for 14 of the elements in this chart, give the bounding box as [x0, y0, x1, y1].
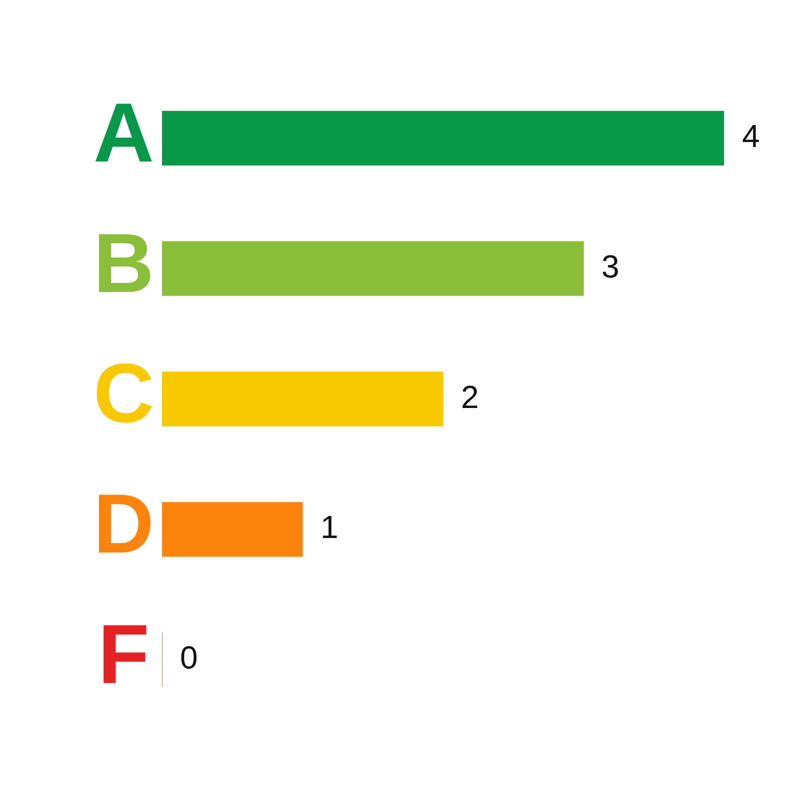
data-label: 3 — [602, 248, 620, 284]
y-tick-label: B — [93, 216, 154, 310]
data-label: 4 — [742, 118, 760, 154]
y-tick-label: D — [93, 476, 154, 571]
y-tick-label: C — [93, 346, 154, 440]
y-tick-label: F — [98, 606, 150, 701]
bar — [162, 372, 444, 426]
bar — [162, 110, 724, 166]
bar — [162, 502, 303, 557]
y-tick-label: A — [93, 85, 154, 180]
data-label: 1 — [320, 509, 338, 546]
data-label: 2 — [461, 378, 479, 415]
bar — [162, 241, 584, 296]
data-label: 0 — [180, 640, 198, 676]
